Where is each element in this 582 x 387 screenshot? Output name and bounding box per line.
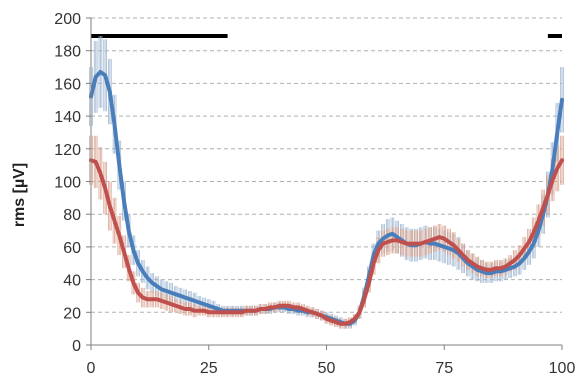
series-1-error-bars — [89, 35, 564, 329]
y-tick-labels: 0 20 40 60 80 100 120 140 160 180 200 — [54, 11, 81, 355]
y-axis-label: rms [µV] — [11, 163, 28, 227]
y-tick-label-160: 160 — [54, 76, 81, 93]
series-2-line — [89, 158, 564, 326]
y-tick-label-180: 180 — [54, 44, 81, 61]
y-tick-label-100: 100 — [54, 175, 81, 192]
y-tick-label-200: 200 — [54, 11, 81, 28]
x-tick-label-100: 100 — [549, 360, 576, 377]
x-tick-label-50: 50 — [318, 360, 336, 377]
y-tick-label-80: 80 — [63, 207, 81, 224]
axes — [86, 17, 563, 350]
y-tick-label-120: 120 — [54, 142, 81, 159]
y-tick-label-0: 0 — [72, 338, 81, 355]
y-tick-label-20: 20 — [63, 305, 81, 322]
x-tick-label-0: 0 — [87, 360, 96, 377]
x-tick-label-25: 25 — [200, 360, 218, 377]
x-tick-labels: 0 25 50 75 100 — [87, 360, 576, 377]
series-layer — [89, 35, 564, 329]
y-tick-label-40: 40 — [63, 273, 81, 290]
y-tick-label-140: 140 — [54, 109, 81, 126]
x-tick-label-75: 75 — [435, 360, 453, 377]
y-tick-label-60: 60 — [63, 240, 81, 257]
